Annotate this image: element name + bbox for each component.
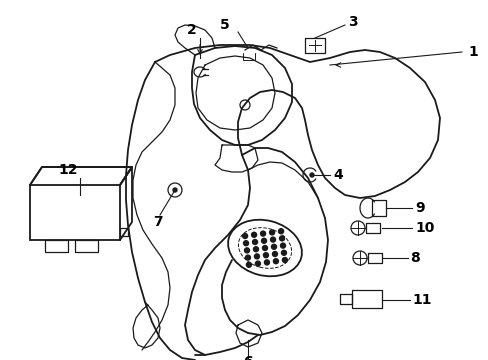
Circle shape [270, 237, 275, 242]
Circle shape [279, 236, 284, 241]
Circle shape [278, 229, 283, 234]
Circle shape [253, 247, 258, 252]
Circle shape [263, 253, 268, 258]
Text: 5: 5 [220, 18, 229, 32]
Circle shape [246, 262, 251, 267]
Text: 12: 12 [58, 163, 78, 177]
Circle shape [252, 239, 257, 244]
Text: 3: 3 [347, 15, 357, 29]
Circle shape [281, 250, 286, 255]
Circle shape [245, 255, 250, 260]
Text: 1: 1 [467, 45, 477, 59]
Circle shape [273, 259, 278, 264]
Circle shape [272, 252, 277, 256]
Text: 8: 8 [409, 251, 419, 265]
Circle shape [244, 248, 249, 253]
Circle shape [269, 230, 274, 235]
Circle shape [261, 238, 266, 243]
Circle shape [173, 188, 177, 192]
Text: 11: 11 [411, 293, 430, 307]
Circle shape [255, 261, 260, 266]
Circle shape [254, 254, 259, 259]
Text: 7: 7 [153, 215, 163, 229]
Circle shape [262, 246, 267, 251]
Text: 2: 2 [187, 23, 197, 37]
Circle shape [309, 173, 313, 177]
Circle shape [243, 241, 248, 246]
Circle shape [280, 243, 285, 248]
Circle shape [271, 244, 276, 249]
Circle shape [260, 231, 265, 236]
Circle shape [242, 234, 247, 238]
Text: 4: 4 [332, 168, 342, 182]
Text: 10: 10 [414, 221, 433, 235]
Bar [30, 185, 120, 240]
Text: 9: 9 [414, 201, 424, 215]
Circle shape [251, 232, 256, 237]
Circle shape [282, 257, 287, 262]
Text: 6: 6 [243, 355, 252, 360]
Circle shape [264, 260, 269, 265]
